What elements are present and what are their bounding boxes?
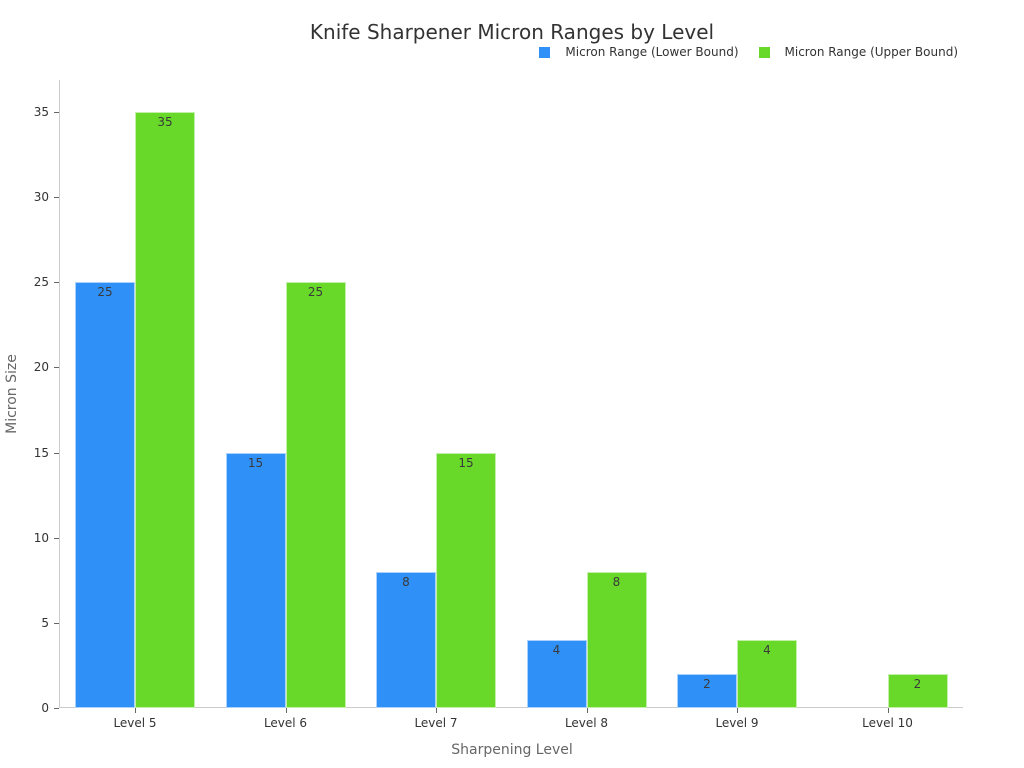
- x-tick-label: Level 7: [414, 716, 458, 730]
- bar-value-label: 15: [458, 455, 474, 470]
- y-tick-label: 20: [33, 360, 49, 375]
- x-tick-label: Level 10: [862, 716, 913, 730]
- bar-upper-level-8[interactable]: 8: [586, 571, 647, 708]
- y-tick: [54, 112, 59, 113]
- y-tick-label: 35: [33, 105, 49, 119]
- bar-value-label: 25: [307, 285, 324, 300]
- y-tick-label: 10: [33, 530, 49, 545]
- bar-upper-level-7[interactable]: 15: [436, 452, 496, 708]
- legend-swatch-upper: [758, 46, 770, 58]
- y-tick: [54, 708, 59, 709]
- x-tick: [587, 708, 588, 713]
- y-tick: [54, 367, 59, 368]
- x-tick-label: Level 8: [564, 716, 609, 730]
- y-tick: [54, 538, 59, 539]
- x-tick: [135, 708, 136, 713]
- legend-item-lower[interactable]: Micron Range (Lower Bound): [539, 45, 739, 59]
- bar-value-label: 35: [157, 115, 173, 129]
- bar-value-label: 4: [763, 642, 771, 657]
- bar-upper-level-10[interactable]: 2: [887, 673, 948, 708]
- chart-title: Knife Sharpener Micron Ranges by Level: [0, 20, 1024, 44]
- bar-value-label: 15: [247, 455, 264, 470]
- legend-item-upper[interactable]: Micron Range (Upper Bound): [758, 45, 958, 59]
- y-tick-label: 25: [33, 275, 49, 290]
- bar-upper-level-9[interactable]: 4: [737, 639, 797, 708]
- y-tick: [54, 453, 59, 454]
- x-tick-label: Level 6: [263, 716, 308, 730]
- bar-upper-level-5[interactable]: 35: [135, 112, 195, 708]
- y-tick-label: 5: [41, 615, 49, 630]
- y-axis-line: [59, 80, 60, 708]
- bar-lower-level-9[interactable]: 2: [677, 673, 737, 708]
- bar-value-label: 8: [402, 574, 410, 589]
- bar-value-label: 25: [97, 285, 113, 300]
- y-tick: [54, 197, 59, 198]
- bar-value-label: 4: [552, 642, 561, 657]
- legend-swatch-lower: [539, 46, 551, 58]
- y-tick-label: 0: [41, 701, 49, 715]
- bar-value-label: 2: [913, 676, 922, 691]
- x-tick-label: Level 9: [715, 716, 759, 730]
- bar-lower-level-8[interactable]: 4: [526, 639, 587, 708]
- y-tick: [54, 282, 59, 283]
- bar-value-label: 8: [612, 574, 621, 589]
- bar-upper-level-6[interactable]: 25: [285, 282, 346, 708]
- x-axis-line: [59, 707, 963, 708]
- legend-label-upper: Micron Range (Upper Bound): [784, 45, 958, 59]
- x-tick-label: Level 5: [113, 716, 157, 730]
- x-tick: [286, 708, 287, 713]
- legend: Micron Range (Lower Bound) Micron Range …: [519, 45, 958, 59]
- chart-title-text: Knife Sharpener Micron Ranges by Level: [309, 20, 715, 44]
- y-tick: [54, 623, 59, 624]
- bar-value-label: 2: [703, 676, 711, 691]
- x-tick: [436, 708, 437, 713]
- x-tick: [888, 708, 889, 713]
- bar-lower-level-5[interactable]: 25: [75, 282, 135, 708]
- y-tick-label: 30: [33, 190, 49, 205]
- x-tick: [737, 708, 738, 713]
- bar-lower-level-6[interactable]: 15: [225, 452, 286, 708]
- y-axis-title: Micron Size: [4, 354, 20, 434]
- legend-label-lower: Micron Range (Lower Bound): [565, 45, 739, 59]
- x-axis-title: Sharpening Level: [451, 742, 573, 758]
- bar-lower-level-7[interactable]: 8: [376, 571, 436, 708]
- y-tick-label: 15: [33, 445, 49, 460]
